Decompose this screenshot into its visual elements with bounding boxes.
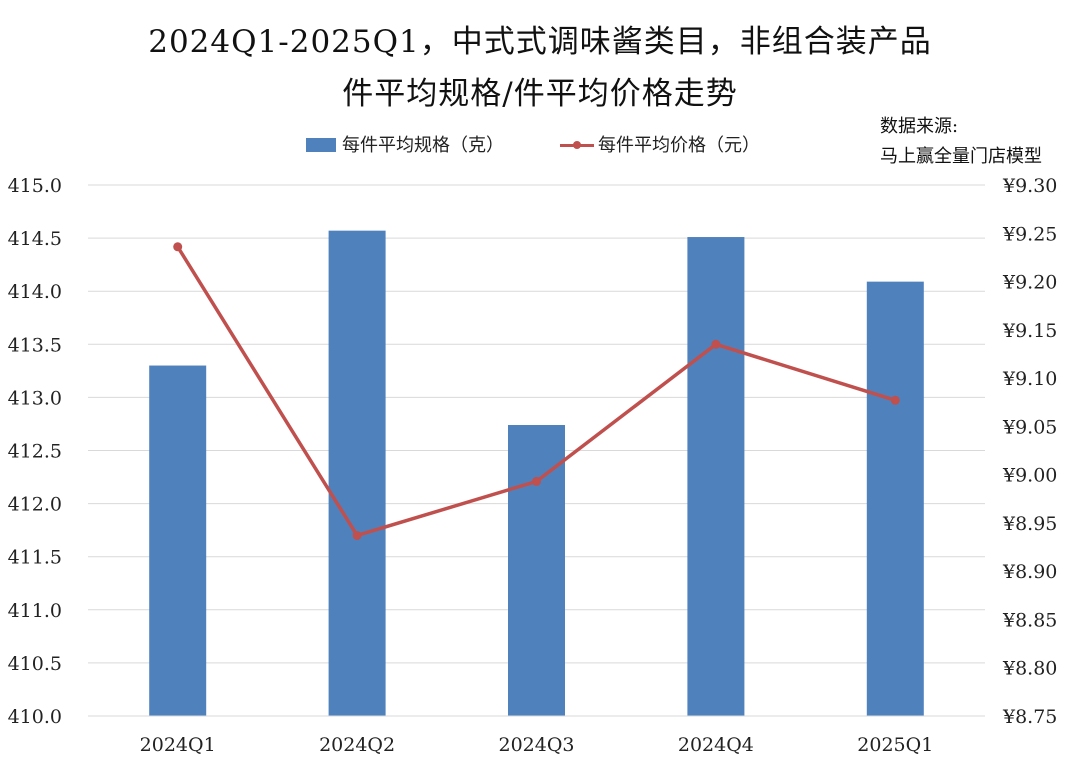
y-right-tick-label: ¥8.75	[1002, 706, 1057, 728]
y-left-tick-label: 411.5	[8, 547, 62, 569]
legend-label-size: 每件平均规格（克）	[342, 135, 504, 156]
y-right-tick-label: ¥9.05	[1002, 416, 1057, 438]
legend-item-size: 每件平均规格（克）	[306, 131, 504, 157]
chart-title-line-2: 件平均规格/件平均价格走势	[342, 76, 738, 112]
price-point-2024Q2	[352, 530, 362, 540]
y-right-tick-label: ¥9.20	[1002, 272, 1057, 294]
price-point-2024Q1	[173, 242, 183, 252]
legend-bar-swatch	[306, 138, 336, 152]
y-right-tick-label: ¥9.30	[1002, 175, 1057, 197]
bar-2024Q2	[328, 230, 386, 716]
legend-line-swatch	[560, 138, 594, 152]
y-right-tick-label: ¥9.25	[1002, 223, 1057, 245]
y-left-tick-label: 414.5	[8, 228, 62, 250]
y-right-tick-label: ¥8.95	[1002, 513, 1057, 535]
legend-label-price: 每件平均价格（元）	[598, 135, 760, 156]
x-tick-label: 2025Q1	[857, 734, 933, 756]
bar-2024Q3	[508, 425, 565, 716]
legend-item-price: 每件平均价格（元）	[560, 131, 760, 157]
bar-2025Q1	[866, 281, 924, 716]
price-point-2024Q3	[532, 476, 541, 486]
x-tick-label: 2024Q4	[678, 734, 754, 756]
bar-2024Q1	[149, 365, 207, 716]
y-left-tick-label: 412.0	[8, 494, 62, 516]
data-source-name: 马上赢全量门店模型	[880, 146, 1042, 167]
x-tick-label: 2024Q3	[498, 734, 574, 756]
x-tick-label: 2024Q2	[319, 734, 395, 756]
data-source-label: 数据来源:	[880, 116, 959, 137]
y-left-tick-label: 410.0	[8, 706, 62, 728]
y-left-tick-label: 413.0	[8, 387, 62, 409]
y-right-tick-label: ¥9.15	[1002, 320, 1057, 342]
y-right-tick-label: ¥8.85	[1002, 609, 1057, 631]
price-point-2025Q1	[890, 395, 900, 405]
y-right-tick-label: ¥8.90	[1002, 561, 1057, 583]
chart-title-line-1: 2024Q1-2025Q1，中式式调味酱类目，非组合装产品	[148, 24, 932, 60]
y-right-tick-label: ¥9.00	[1002, 465, 1057, 487]
x-tick-label: 2024Q1	[140, 734, 216, 756]
y-right-tick-label: ¥9.10	[1002, 368, 1057, 390]
y-left-tick-label: 410.5	[8, 653, 62, 675]
y-left-tick-label: 411.0	[8, 600, 62, 622]
y-right-tick-label: ¥8.80	[1002, 658, 1057, 680]
y-left-tick-label: 415.0	[8, 175, 62, 197]
price-point-2024Q4	[711, 339, 721, 349]
y-left-tick-label: 414.0	[8, 281, 62, 303]
bar-2024Q4	[687, 237, 745, 716]
y-left-tick-label: 413.5	[8, 334, 62, 356]
y-left-tick-label: 412.5	[8, 441, 62, 463]
